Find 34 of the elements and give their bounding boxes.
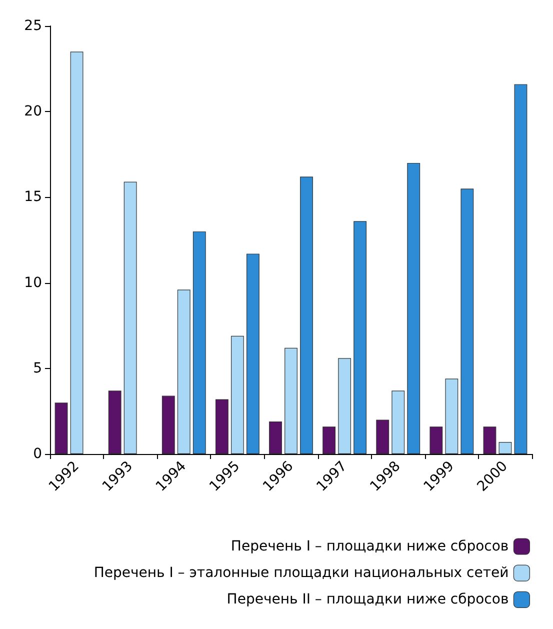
bar <box>514 84 528 454</box>
bar <box>162 396 175 454</box>
bar <box>445 378 458 454</box>
y-tick-label: 25 <box>24 18 42 34</box>
bar <box>483 426 496 454</box>
bar <box>392 390 405 454</box>
bar <box>108 390 122 454</box>
bar <box>269 421 282 454</box>
bar <box>70 52 84 454</box>
bar <box>300 176 313 454</box>
bar <box>246 254 260 454</box>
bar <box>430 426 443 454</box>
bar <box>407 162 420 454</box>
bar <box>192 231 206 454</box>
bar <box>460 188 474 454</box>
legend-label: Перечень I – площадки ниже сбросов <box>230 538 509 554</box>
y-tick-label: 10 <box>24 274 42 291</box>
legend-label: Перечень II – площадки ниже сбросов <box>226 592 509 608</box>
bar <box>322 426 336 454</box>
y-tick-label: 5 <box>33 360 42 376</box>
legend-label: Перечень I – эталонные площадки национальных сетей <box>94 565 509 582</box>
bar <box>215 399 228 454</box>
bar <box>376 420 390 454</box>
y-tick-label: 0 <box>33 446 42 462</box>
bar <box>338 358 352 454</box>
bar <box>498 442 512 454</box>
bar <box>124 182 137 454</box>
y-tick-label: 15 <box>24 189 42 206</box>
bar <box>230 336 244 454</box>
bar <box>354 221 367 454</box>
bar <box>284 348 298 454</box>
y-tick-label: 20 <box>24 104 42 120</box>
bar <box>177 290 190 454</box>
bar <box>54 402 68 454</box>
